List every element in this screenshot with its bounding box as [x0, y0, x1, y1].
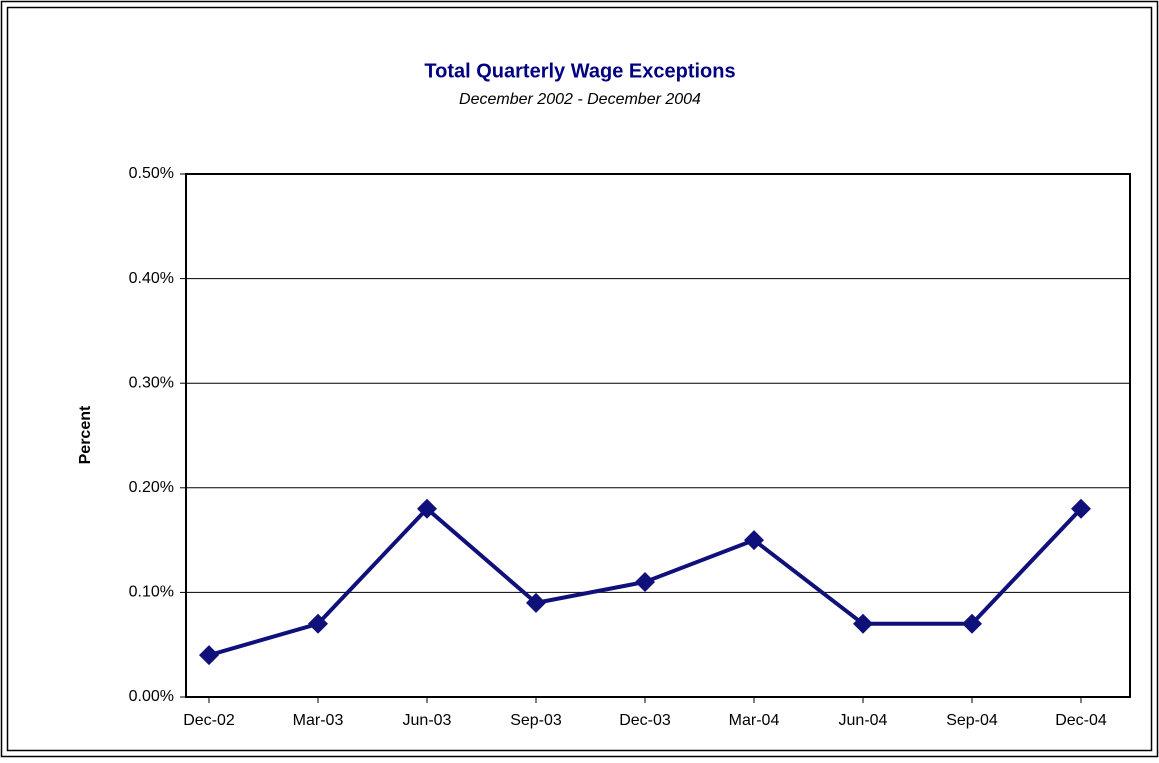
x-tick-label: Mar-03	[293, 712, 344, 729]
x-tick-label: Dec-02	[183, 712, 235, 729]
x-tick-label: Sep-04	[946, 712, 998, 729]
data-point	[417, 498, 437, 519]
x-tick-label: Mar-04	[729, 712, 780, 729]
x-tick-label: Sep-03	[510, 712, 562, 729]
data-point	[853, 613, 873, 634]
x-tick-label: Jun-03	[403, 712, 452, 729]
chart-subtitle: December 2002 - December 2004	[459, 91, 701, 108]
y-tick-label: 0.20%	[129, 479, 174, 496]
data-point	[635, 571, 655, 592]
x-tick-label: Jun-04	[839, 712, 888, 729]
y-tick-label: 0.10%	[129, 584, 174, 601]
data-point	[526, 592, 546, 613]
data-point	[962, 613, 982, 634]
data-point	[1071, 498, 1091, 519]
y-tick-label: 0.00%	[129, 688, 174, 705]
y-tick-label: 0.50%	[129, 165, 174, 182]
y-axis-label: Percent	[77, 405, 94, 464]
x-tick-label: Dec-03	[619, 712, 671, 729]
y-tick-label: 0.40%	[129, 270, 174, 287]
data-point	[308, 613, 328, 634]
inner-frame	[6, 6, 1153, 752]
x-tick-label: Dec-04	[1055, 712, 1107, 729]
plot-area	[185, 173, 1131, 698]
y-tick-label: 0.30%	[129, 374, 174, 391]
chart-title: Total Quarterly Wage Exceptions	[424, 60, 735, 82]
data-point	[199, 645, 219, 666]
data-point	[744, 530, 764, 551]
